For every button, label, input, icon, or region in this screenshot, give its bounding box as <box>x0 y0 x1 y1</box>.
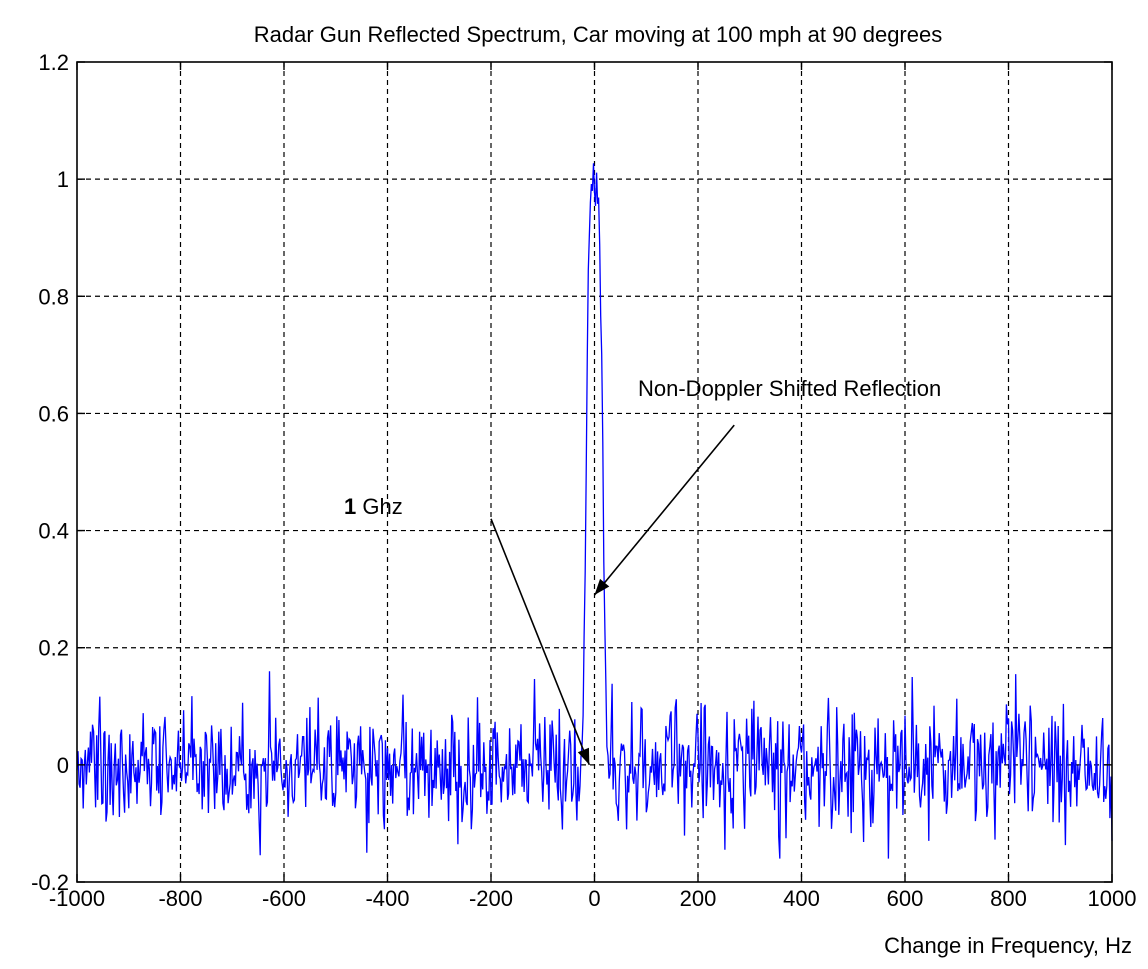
tick-layer: -1000 -800 -600 -400 -200 0 200 400 600 800 1000 -0… <box>31 50 1136 911</box>
y-tick-label: 1.2 <box>38 50 69 75</box>
chart-title: Radar Gun Reflected Spectrum, Car moving… <box>254 22 942 47</box>
y-tick-label: 0 <box>57 753 69 778</box>
x-tick-label: -400 <box>365 886 409 911</box>
x-tick-label: -1000 <box>49 886 105 911</box>
x-tick-label: 200 <box>680 886 717 911</box>
x-tick-label: 800 <box>990 886 1027 911</box>
annotation-non-doppler-arrow-line <box>593 424 735 596</box>
x-tick-label: -600 <box>262 886 306 911</box>
annotation-1ghz-arrow-line <box>490 518 591 766</box>
x-tick-label: -200 <box>469 886 513 911</box>
annotation-non-doppler: Non-Doppler Shifted Reflection <box>638 376 941 401</box>
y-tick-label: 0.4 <box>38 519 69 544</box>
annotation-non-doppler-arrow-head <box>594 578 610 595</box>
x-tick-label: 600 <box>887 886 924 911</box>
spectrum-series-line <box>76 163 1113 859</box>
annotation-1ghz-rest: Ghz <box>356 494 402 519</box>
x-tick-label: 1000 <box>1088 886 1137 911</box>
series-layer <box>76 163 1113 859</box>
annotation-1ghz-arrow-head <box>577 747 590 765</box>
y-tick-label: 0.6 <box>38 401 69 426</box>
annotation-1ghz: 1 Ghz <box>344 494 403 519</box>
x-tick-label: -800 <box>158 886 202 911</box>
x-tick-label: 0 <box>588 886 600 911</box>
annotation-1ghz-bold: 1 <box>344 494 356 519</box>
x-tick-label: 400 <box>783 886 820 911</box>
y-tick-label: 0.2 <box>38 636 69 661</box>
y-tick-label: -0.2 <box>31 870 69 895</box>
y-tick-label: 0.8 <box>38 284 69 309</box>
x-axis-label: Change in Frequency, Hz <box>884 933 1132 958</box>
y-tick-label: 1 <box>57 167 69 192</box>
annotation-layer: 1 Ghz Non-Doppler Shifted Reflection <box>344 376 941 766</box>
